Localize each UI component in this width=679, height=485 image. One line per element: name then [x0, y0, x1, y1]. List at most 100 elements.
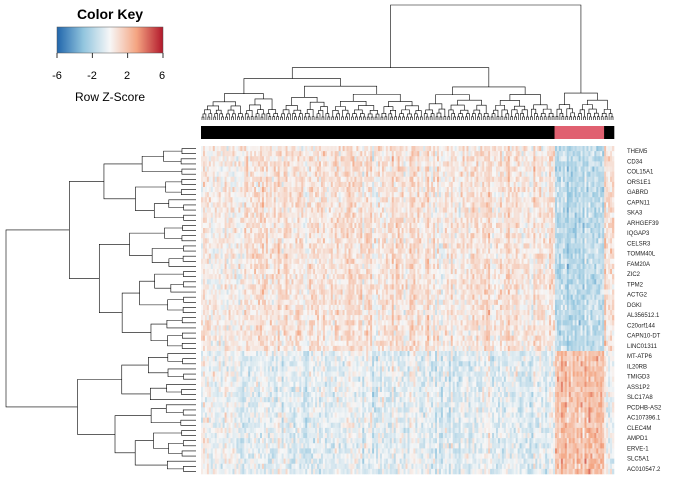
- heatmap-cell: [417, 212, 420, 219]
- heatmap-cell: [458, 176, 461, 183]
- heatmap-cell: [535, 156, 538, 162]
- heatmap-cell: [202, 233, 206, 239]
- heatmap-cell: [446, 207, 450, 213]
- heatmap-cell: [230, 156, 233, 162]
- heatmap-cell: [301, 202, 304, 208]
- heatmap-cell: [537, 207, 540, 213]
- heatmap-cell: [372, 156, 375, 162]
- heatmap-cell: [350, 166, 353, 172]
- heatmap-cell: [364, 207, 367, 213]
- heatmap-cell: [466, 192, 469, 198]
- heatmap-cell: [285, 222, 288, 229]
- heatmap-cell: [389, 197, 393, 203]
- heatmap-cell: [413, 238, 416, 244]
- heatmap-cell: [360, 243, 363, 249]
- heatmap-cell: [442, 222, 446, 229]
- heatmap-cell: [372, 176, 375, 183]
- heatmap-cell: [324, 222, 328, 229]
- heatmap-cell: [564, 181, 568, 188]
- heatmap-cell: [216, 161, 219, 167]
- heatmap-cell: [545, 151, 548, 157]
- heatmap-cell: [551, 243, 554, 249]
- heatmap-cell: [309, 181, 312, 188]
- heatmap-cell: [515, 146, 518, 152]
- heatmap-cell: [342, 238, 345, 244]
- heatmap-cell: [415, 161, 418, 167]
- heatmap-cell: [220, 202, 223, 208]
- heatmap-cell: [478, 217, 481, 224]
- heatmap-cell: [562, 228, 566, 234]
- heatmap-cell: [307, 166, 310, 172]
- heatmap-cell: [204, 192, 208, 198]
- heatmap-cell: [218, 146, 221, 152]
- heatmap-cell: [578, 181, 581, 188]
- heatmap-cell: [468, 156, 471, 162]
- heatmap-cell: [541, 233, 544, 239]
- heatmap-cell: [509, 207, 513, 213]
- heatmap-cell: [230, 217, 233, 224]
- heatmap-cell: [608, 228, 611, 234]
- column-annotation-segment: [201, 126, 555, 139]
- heatmap-cell: [564, 176, 568, 183]
- heatmap-cell: [289, 238, 292, 244]
- heatmap-cell: [594, 233, 597, 239]
- heatmap-cell: [336, 228, 339, 234]
- heatmap-cell: [236, 202, 239, 208]
- heatmap-cell: [531, 217, 534, 224]
- heatmap-cell: [435, 181, 438, 188]
- heatmap-cell: [214, 248, 218, 254]
- heatmap-cell: [332, 146, 336, 152]
- heatmap-cell: [228, 258, 231, 265]
- heatmap-cell: [334, 151, 337, 157]
- heatmap-cell: [338, 217, 341, 224]
- heatmap-cell: [497, 217, 501, 224]
- heatmap-cell: [606, 212, 609, 219]
- heatmap-cell: [531, 171, 534, 178]
- heatmap-cell: [269, 238, 273, 244]
- heatmap-cell: [604, 202, 607, 208]
- heatmap-cell: [602, 166, 605, 172]
- heatmap-cell: [254, 217, 257, 224]
- heatmap-cell: [560, 238, 564, 244]
- heatmap-cell: [218, 197, 221, 203]
- heatmap-cell: [610, 207, 613, 213]
- heatmap-cell: [519, 181, 522, 188]
- heatmap-cell: [344, 243, 347, 249]
- heatmap-cell: [246, 181, 249, 188]
- heatmap-cell: [600, 212, 603, 219]
- heatmap-cell: [553, 171, 556, 178]
- heatmap-cell: [421, 156, 424, 162]
- heatmap-cell: [322, 243, 326, 249]
- heatmap-cell: [356, 146, 359, 152]
- heatmap-cell: [454, 161, 457, 167]
- heatmap-cell: [204, 253, 208, 260]
- heatmap-cell: [582, 228, 585, 234]
- dendrogram-branch: [453, 116, 456, 120]
- heatmap-cell: [456, 151, 459, 157]
- heatmap-cell: [393, 171, 396, 178]
- heatmap-cell: [354, 171, 357, 178]
- dendrogram-branch: [514, 105, 526, 110]
- heatmap-cell: [535, 248, 538, 254]
- dendrogram-branch: [543, 116, 547, 120]
- heatmap-cell: [238, 156, 241, 162]
- heatmap-cell: [492, 197, 495, 203]
- heatmap-cell: [584, 146, 587, 152]
- heatmap-cell: [315, 258, 318, 265]
- heatmap-cell: [460, 161, 463, 167]
- heatmap-cell: [252, 217, 255, 224]
- heatmap-cell: [258, 197, 261, 203]
- heatmap-cell: [271, 156, 275, 162]
- heatmap-cell: [462, 161, 465, 167]
- heatmap-cell: [503, 166, 507, 172]
- heatmap-cell: [576, 156, 579, 162]
- heatmap-cell: [202, 253, 206, 260]
- heatmap-cell: [307, 161, 310, 167]
- heatmap-cell: [553, 176, 556, 183]
- heatmap-cell: [598, 243, 601, 249]
- heatmap-cell: [444, 233, 448, 239]
- heatmap-cell: [454, 212, 457, 219]
- heatmap-cell: [383, 166, 387, 172]
- heatmap-cell: [407, 187, 410, 193]
- heatmap-cell: [547, 146, 550, 152]
